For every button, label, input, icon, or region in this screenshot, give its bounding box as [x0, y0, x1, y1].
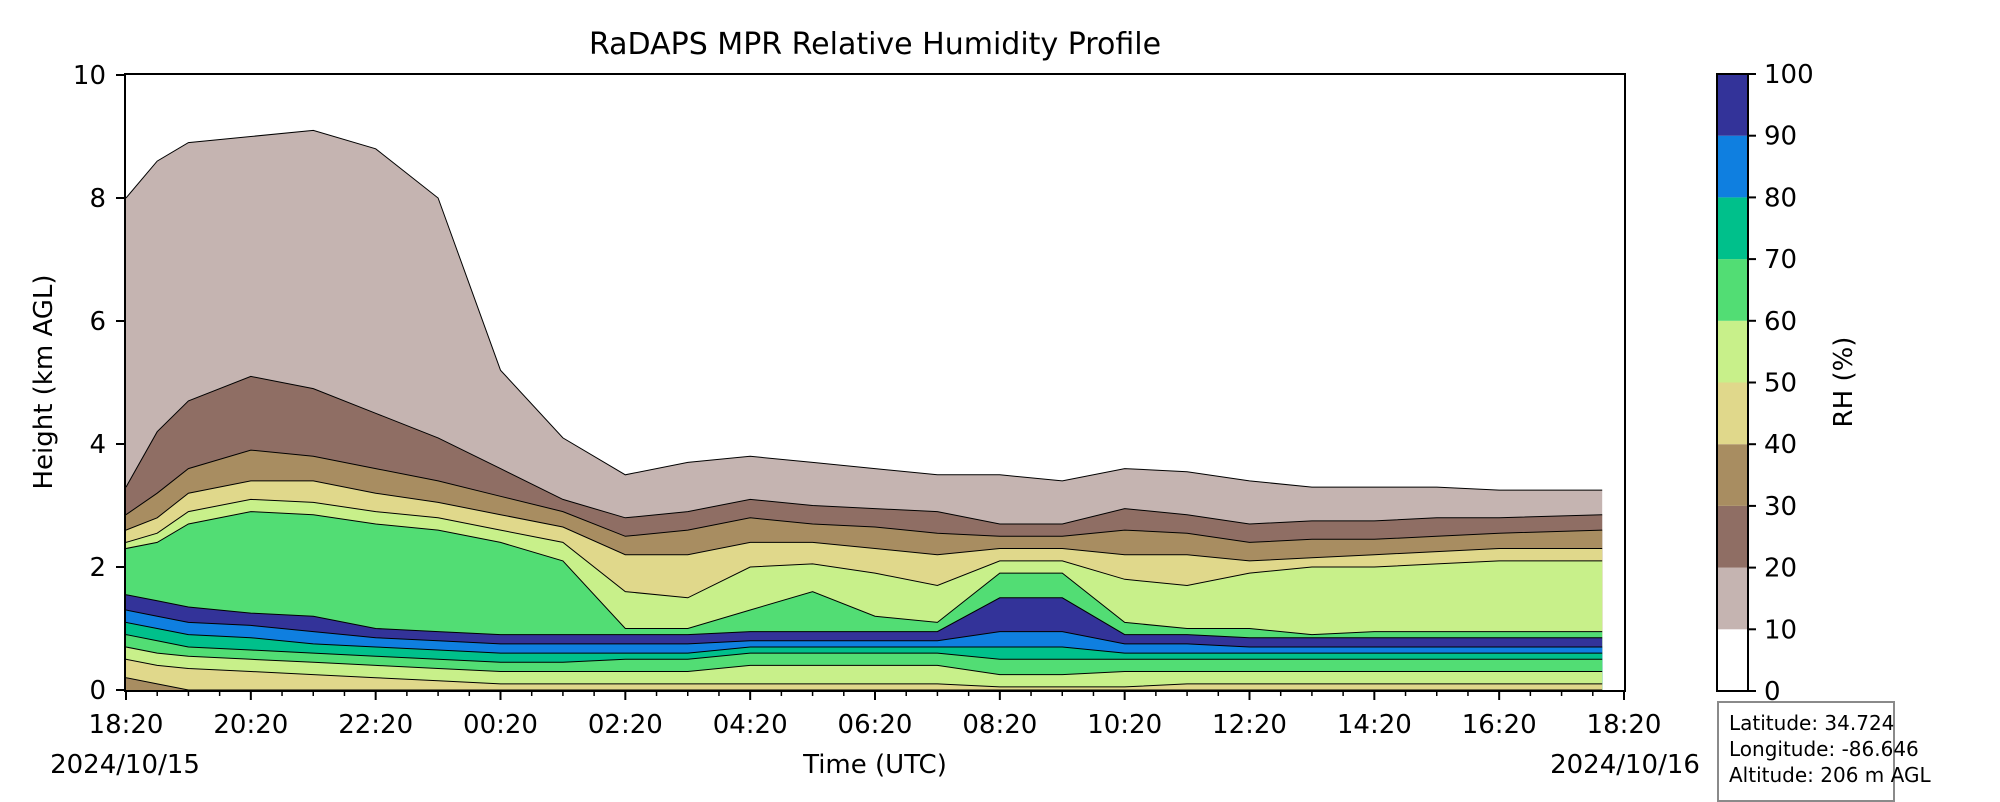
colorbar-swatch: [1717, 444, 1748, 506]
x-tick-label: 12:20: [1212, 710, 1287, 740]
x-tick-label: 14:20: [1337, 710, 1412, 740]
x-tick-label: 16:20: [1462, 710, 1537, 740]
rh-contour-line: [125, 634, 1603, 663]
x-tick-label: 22:20: [338, 710, 413, 740]
colorbar-tick-label: 30: [1764, 492, 1797, 522]
altitude-label: Altitude: 206 m AGL: [1729, 763, 1931, 787]
colorbar-swatch: [1717, 197, 1748, 260]
colorbar-tick-label: 50: [1764, 369, 1797, 399]
rh-contour-line: [125, 609, 1603, 648]
y-tick-label: 10: [73, 61, 106, 91]
colorbar-swatch: [1717, 259, 1748, 321]
x-tick-label: 08:20: [962, 710, 1037, 740]
colorbar-title: RH (%): [1829, 337, 1859, 428]
site-info-box: Latitude: 34.724 Longitude: -86.646 Alti…: [1717, 701, 1931, 802]
x-tick-label: 00:20: [463, 710, 538, 740]
x-end-date: 2024/10/16: [1550, 750, 1700, 780]
x-tick-label: 02:20: [588, 710, 663, 740]
rh-contour-line: [125, 449, 1603, 543]
colorbar-swatch: [1717, 505, 1748, 568]
rh-contour-line: [125, 498, 1603, 599]
colorbar-swatch: [1717, 135, 1748, 198]
colorbar-tick-label: 90: [1764, 122, 1797, 152]
rh-band: [126, 659, 1603, 690]
y-axis-title: Height (km AGL): [29, 274, 59, 489]
rh-contour-line: [125, 480, 1603, 562]
x-tick-label: 04:20: [713, 710, 788, 740]
x-tick-label: 20:20: [213, 710, 288, 740]
y-tick-label: 0: [89, 676, 106, 706]
x-axis-title: Time (UTC): [802, 750, 947, 780]
x-tick-label: 18:20: [89, 710, 164, 740]
colorbar-tick-label: 40: [1764, 430, 1797, 460]
rh-contour-line: [125, 594, 1603, 639]
rh-contour-line: [125, 621, 1603, 654]
rh-contour-line: [125, 129, 1603, 491]
colorbar-swatch: [1717, 74, 1748, 136]
colorbar-tick-label: 100: [1764, 60, 1814, 90]
y-tick-label: 8: [89, 184, 106, 214]
rh-band: [126, 647, 1603, 690]
colorbar-swatch: [1717, 567, 1748, 630]
colorbar-tick-label: 60: [1764, 307, 1797, 337]
y-tick-label: 2: [89, 553, 106, 583]
x-axis: 18:20 20:20 22:20 00:20 02:20 04:20 06:20 08:20…: [89, 691, 1662, 740]
colorbar-tick-label: 0: [1764, 677, 1781, 707]
rh-contour-line: [125, 646, 1603, 676]
latitude-label: Latitude: 34.724: [1729, 711, 1895, 735]
colorbar-tick-label: 80: [1764, 183, 1797, 213]
x-tick-label: 06:20: [838, 710, 913, 740]
x-tick-label: 18:20: [1587, 710, 1662, 740]
longitude-label: Longitude: -86.646: [1729, 737, 1919, 761]
x-start-date: 2024/10/15: [50, 750, 200, 780]
x-tick-label: 10:20: [1087, 710, 1162, 740]
chart-title: RaDAPS MPR Relative Humidity Profile: [589, 27, 1161, 62]
colorbar-swatch: [1717, 320, 1748, 383]
rh-contour-line: [125, 658, 1603, 688]
y-tick-label: 6: [89, 307, 106, 337]
y-axis: 0 2 4 6 8 10: [73, 61, 125, 706]
colorbar-tick-label: 20: [1764, 554, 1797, 584]
colorbar: 0 10 20 30 40 50 60 70 80 90 100: [1716, 60, 1814, 707]
rh-contour-line: [125, 511, 1603, 636]
colorbar-tick-label: 10: [1764, 615, 1797, 645]
rh-contour-line: [125, 375, 1603, 525]
colorbar-swatch: [1717, 382, 1748, 445]
contour-plot-area: [126, 130, 1603, 690]
colorbar-swatch: [1717, 629, 1748, 691]
colorbar-tick-label: 70: [1764, 245, 1797, 275]
y-tick-label: 4: [89, 430, 106, 460]
